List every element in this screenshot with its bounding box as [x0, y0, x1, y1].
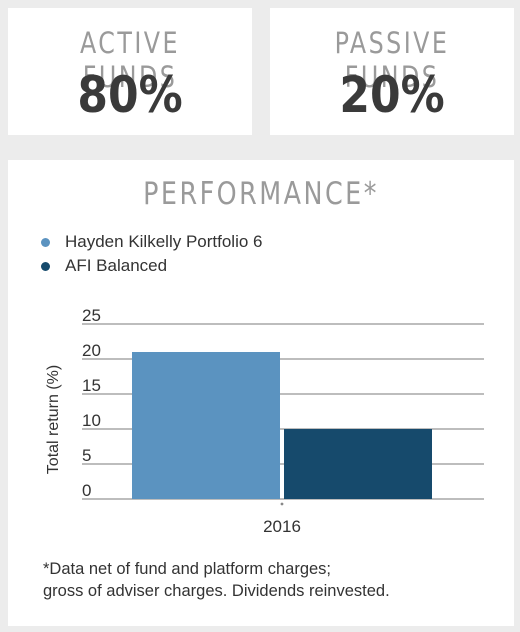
y-tick-label: 5: [82, 446, 91, 465]
bar: [132, 352, 280, 499]
legend-item-hayden: Hayden Kilkelly Portfolio 6: [41, 230, 262, 254]
y-tick-label: 0: [82, 481, 91, 500]
x-tick-label: 2016: [263, 517, 301, 536]
active-funds-card: ACTIVE FUNDS 80%: [8, 8, 252, 135]
chart-legend: Hayden Kilkelly Portfolio 6 AFI Balanced: [41, 230, 262, 278]
legend-dot-afi: [41, 261, 50, 271]
y-axis-title: Total return (%): [45, 365, 62, 474]
footnote-line-1: *Data net of fund and platform charges;: [43, 560, 332, 578]
y-tick-label: 25: [82, 306, 101, 325]
legend-label-hayden: Hayden Kilkelly Portfolio 6: [65, 232, 263, 251]
bar: [284, 429, 432, 499]
passive-funds-value: 20%: [339, 66, 445, 124]
performance-card: PERFORMANCE* Hayden Kilkelly Portfolio 6…: [8, 160, 514, 626]
performance-chart: 0 5 10 15 20 25 Total return (%) 2016: [45, 306, 484, 536]
footnote: *Data net of fund and platform charges; …: [43, 558, 503, 602]
legend-label-afi: AFI Balanced: [65, 256, 168, 275]
legend-item-afi: AFI Balanced: [41, 254, 262, 278]
x-tick-mark: [280, 502, 284, 506]
y-tick-label: 15: [82, 376, 101, 395]
performance-title: PERFORMANCE*: [143, 176, 379, 212]
passive-funds-card: PASSIVE FUNDS 20%: [270, 8, 514, 135]
active-funds-value: 80%: [77, 66, 183, 124]
y-tick-label: 20: [82, 341, 101, 360]
passive-funds-label: PASSIVE FUNDS: [334, 26, 450, 94]
legend-dot-hayden: [41, 237, 50, 247]
y-tick-label: 10: [82, 411, 101, 430]
footnote-line-2: gross of adviser charges. Dividends rein…: [43, 582, 390, 600]
active-funds-label: ACTIVE FUNDS: [79, 26, 181, 94]
